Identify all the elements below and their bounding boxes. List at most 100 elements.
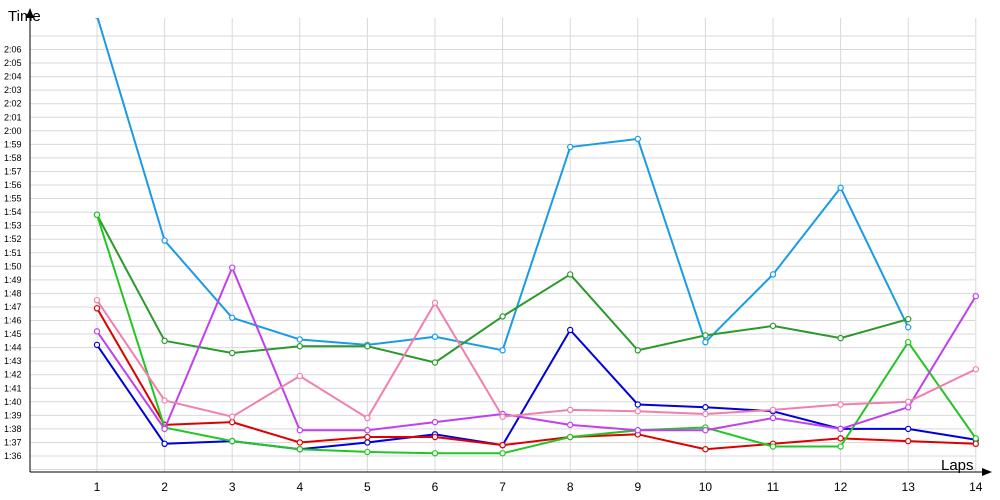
data-point [837, 435, 844, 442]
x-tick-label: 10 [699, 480, 713, 494]
data-point [905, 398, 912, 405]
data-point [296, 446, 303, 453]
data-point [93, 305, 101, 312]
data-point [364, 439, 371, 446]
data-point [499, 450, 506, 457]
data-point [905, 437, 912, 445]
x-tick-label: 1 [94, 480, 101, 494]
x-tick-label: 3 [229, 480, 236, 494]
data-point [972, 292, 980, 300]
series-line [96, 307, 976, 451]
data-point [296, 439, 303, 446]
data-point [364, 414, 371, 422]
data-point [228, 264, 236, 271]
y-tick-label: 1:48 [4, 288, 22, 298]
data-point [567, 433, 574, 441]
data-point [431, 418, 439, 426]
y-tick-label: 1:51 [4, 248, 22, 258]
y-axis-arrow [26, 8, 34, 18]
data-point [837, 443, 844, 450]
series-line [96, 214, 977, 455]
series-4 [93, 305, 980, 453]
data-point [769, 322, 777, 330]
data-point [634, 347, 642, 354]
data-point [364, 433, 371, 441]
y-tick-label: 1:40 [4, 397, 22, 407]
data-point [431, 433, 439, 441]
data-point [228, 413, 236, 420]
data-point [161, 337, 168, 345]
y-tick-label: 1:58 [4, 153, 22, 163]
data-point [431, 359, 439, 366]
y-tick-label: 1:52 [4, 234, 22, 244]
data-point [702, 427, 709, 434]
data-point [431, 333, 439, 340]
x-tick-label: 5 [364, 480, 371, 494]
data-point [93, 296, 101, 304]
data-point [567, 326, 574, 334]
x-tick-label: 2 [161, 480, 168, 494]
y-tick-label: 1:36 [4, 451, 22, 461]
y-tick-label: 1:54 [4, 207, 22, 217]
data-point [837, 184, 844, 191]
data-point [567, 143, 574, 151]
y-tick-label: 2:03 [4, 85, 22, 95]
data-point [702, 446, 709, 453]
x-tick-label: 9 [634, 480, 641, 494]
y-tick-label: 1:45 [4, 329, 22, 339]
series-7 [93, 296, 980, 422]
x-tick-label: 6 [432, 480, 439, 494]
y-tick-label: 1:53 [4, 221, 22, 231]
x-tick-label: 12 [834, 480, 848, 494]
data-point [567, 406, 574, 414]
data-point [634, 427, 642, 434]
x-tick-label: 4 [296, 480, 303, 494]
data-point [769, 406, 777, 414]
data-point [702, 338, 709, 346]
series-1 [94, 18, 912, 354]
data-point [228, 349, 236, 357]
data-point [364, 343, 371, 350]
y-tick-label: 1:50 [4, 261, 22, 271]
data-point [769, 414, 777, 422]
data-point [499, 441, 506, 449]
data-point [364, 448, 371, 456]
data-point [161, 237, 168, 244]
y-tick-label: 1:56 [4, 180, 22, 190]
data-point [161, 397, 168, 404]
data-point [702, 332, 709, 339]
data-point [296, 427, 303, 434]
y-tick-label: 1:59 [4, 139, 22, 149]
data-point [905, 338, 912, 346]
data-point [634, 401, 642, 408]
grid [30, 18, 977, 472]
axes: Time Laps [8, 8, 992, 476]
x-tick-label: 8 [567, 480, 574, 494]
data-point [93, 328, 101, 335]
data-point [93, 341, 101, 349]
x-axis-label: Laps [941, 457, 974, 474]
data-point [161, 425, 168, 433]
x-tick-label: 7 [499, 480, 506, 494]
y-tick-label: 2:01 [4, 112, 22, 122]
series-3 [93, 326, 980, 453]
data-point [431, 299, 439, 307]
data-point [499, 413, 506, 420]
y-tick-label: 1:43 [4, 356, 22, 366]
data-point [499, 313, 506, 320]
y-tick-label: 1:49 [4, 275, 22, 285]
data-point [296, 343, 303, 350]
x-tick-label: 13 [902, 480, 916, 494]
data-point [972, 440, 980, 448]
y-tick-label: 2:02 [4, 99, 22, 109]
y-tick-label: 1:39 [4, 410, 22, 420]
y-tick-label: 2:05 [4, 58, 22, 68]
data-point [93, 211, 101, 219]
y-tick-label: 1:38 [4, 424, 22, 434]
data-point [228, 418, 236, 426]
y-tick-label: 2:00 [4, 126, 22, 136]
y-tick-label: 1:55 [4, 194, 22, 204]
y-tick-label: 1:44 [4, 343, 22, 353]
data-point [228, 437, 236, 445]
